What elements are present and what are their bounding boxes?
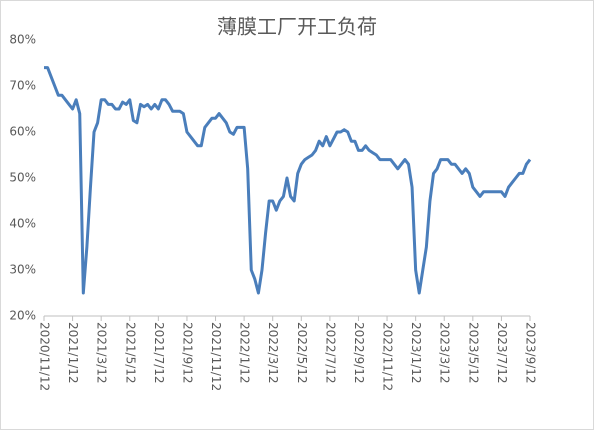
x-tick-label: 2021/7/12: [152, 322, 166, 384]
y-tick-label: 80%: [9, 33, 36, 47]
x-tick-label: 2023/1/12: [409, 322, 423, 384]
x-tick-label: 2020/11/12: [38, 322, 52, 391]
y-tick-label: 20%: [9, 309, 36, 323]
x-tick-label: 2022/5/12: [295, 322, 309, 384]
y-tick-label: 30%: [9, 263, 36, 277]
x-tick-label: 2023/5/12: [466, 322, 480, 384]
x-tick-label: 2023/7/12: [495, 322, 509, 384]
x-tick-label: 2021/5/12: [123, 322, 137, 384]
x-tick-label: 2021/9/12: [180, 322, 194, 384]
y-tick-label: 50%: [9, 171, 36, 185]
x-tick-label: 2022/1/12: [238, 322, 252, 384]
data-line: [44, 66, 532, 295]
x-tick-label: 2023/3/12: [438, 322, 452, 384]
y-tick-label: 70%: [9, 79, 36, 93]
chart-title: 薄膜工厂开工负荷: [217, 15, 377, 39]
x-tick-label: 2021/3/12: [95, 322, 109, 384]
x-tick-label: 2021/1/12: [66, 322, 80, 384]
y-tick-label: 40%: [9, 217, 36, 231]
x-tick-label: 2021/11/12: [209, 322, 223, 391]
x-tick-label: 2023/9/12: [524, 322, 538, 384]
x-tick-label: 2022/9/12: [352, 322, 366, 384]
x-tick-label: 2022/7/12: [323, 322, 337, 384]
x-tick-label: 2022/3/12: [266, 322, 280, 384]
x-tick-label: 2022/11/12: [381, 322, 395, 391]
y-tick-label: 60%: [9, 125, 36, 139]
